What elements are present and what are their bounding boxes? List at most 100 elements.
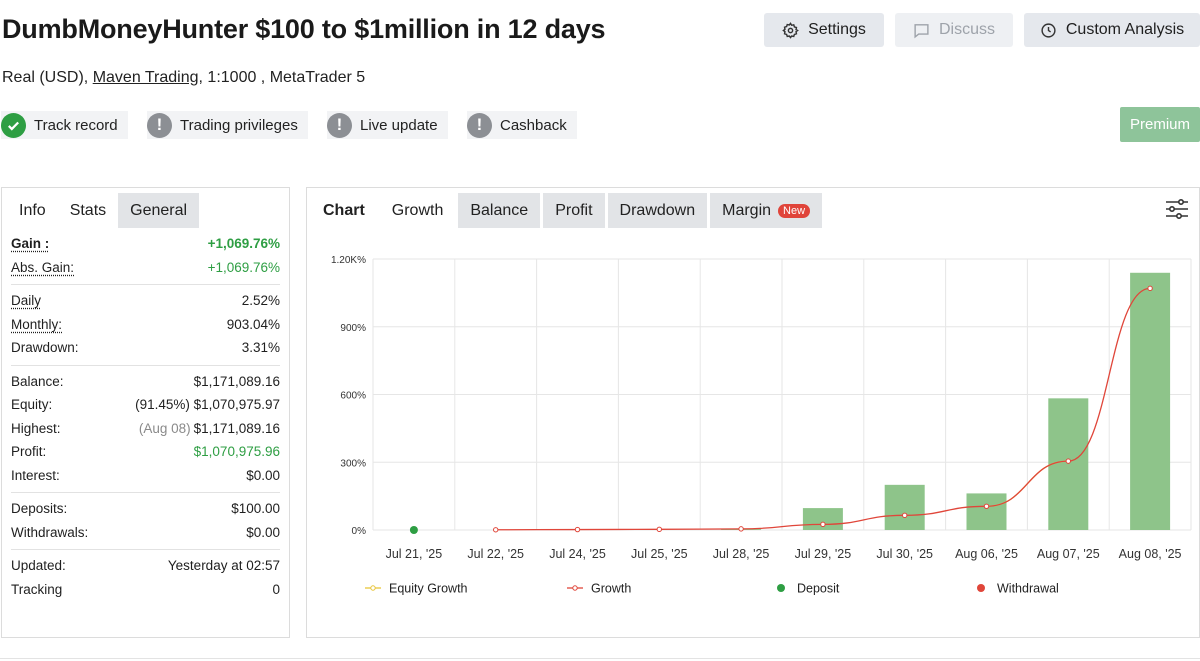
x-tick-label: Jul 30, '25 [876,547,933,561]
exclamation-icon: ! [327,112,352,138]
custom-analysis-button[interactable]: Custom Analysis [1024,13,1200,47]
x-tick-label: Jul 28, '25 [713,547,770,561]
tab-growth[interactable]: Growth [379,193,456,228]
y-tick-label: 300% [340,458,366,469]
y-tick-label: 0% [352,526,367,537]
tab-margin[interactable]: Margin New [710,193,823,228]
legend-marker [777,584,785,592]
legend-label: Deposit [797,582,840,596]
clock-icon [1041,22,1056,38]
deposit-group: Deposits: $100.00 Withdrawals: $0.00 [11,493,280,550]
x-tick-label: Aug 07, '25 [1037,547,1100,561]
exclamation-icon: ! [467,112,492,138]
new-badge: New [778,203,811,218]
drawdown-value: 3.31% [241,340,280,356]
tab-general[interactable]: General [118,193,200,228]
chart-bar [884,484,925,530]
stat-row: Gain : +1,069.76% [11,232,280,256]
badge-trading-privileges[interactable]: ! Trading privileges [147,111,308,139]
stat-row: Drawdown: 3.31% [11,336,280,360]
tab-profit[interactable]: Profit [543,193,605,228]
leverage-platform: , 1:1000 , MetaTrader 5 [198,69,366,86]
stats-panel: Info Stats General Gain : +1,069.76% Abs… [1,187,290,638]
tab-stats[interactable]: Stats [57,193,119,228]
balance-label: Balance: [11,373,64,389]
chart-settings-icon[interactable] [1165,198,1189,220]
growth-chart: 0% 300% 600% 900% 1.20K% Jul 21, '25 Jul 22, '… [331,255,1192,596]
stat-row: Abs. Gain: +1,069.76% [11,256,280,280]
badge-cashback[interactable]: ! Cashback [467,111,577,139]
tracking-value: 0 [272,581,280,597]
gain-value: +1,069.76% [207,236,280,252]
gain-group: Gain : +1,069.76% Abs. Gain: +1,069.76% [11,228,280,285]
chart-panel: Chart Growth Balance Profit Drawdown Mar… [306,187,1200,638]
margin-label: Margin [722,201,772,219]
balance-group: Balance: $1,171,089.16 Equity: (91.45%) … [11,366,280,493]
equity-value-wrap: (91.45%) $1,070,975.97 [135,397,280,412]
badge-label: Live update [360,116,438,134]
badge-track-record[interactable]: Track record [1,111,128,139]
stat-row: Withdrawals: $0.00 [11,521,280,545]
daily-label[interactable]: Daily [11,293,42,309]
stat-row: Monthly: 903.04% [11,313,280,337]
tracking-label: Tracking [11,581,63,597]
stat-row: Daily 2.52% [11,289,280,313]
discuss-button[interactable]: Discuss [895,13,1013,47]
tab-chart: Chart [311,193,377,228]
x-tick-label: Jul 22, '25 [467,547,524,561]
gear-icon [782,21,799,39]
deposits-value: $100.00 [231,501,280,517]
tab-drawdown[interactable]: Drawdown [607,193,708,228]
divider [0,658,1200,659]
x-tick-label: Jul 25, '25 [631,547,688,561]
chart-bar [966,493,1007,530]
rate-group: Daily 2.52% Monthly: 903.04% Drawdown: 3… [11,285,280,366]
chart-bar [1048,398,1089,530]
abs-gain-label[interactable]: Abs. Gain: [11,259,75,275]
profit-label: Profit: [11,444,47,460]
settings-button[interactable]: Settings [764,13,884,47]
stat-row: Equity: (91.45%) $1,070,975.97 [11,393,280,417]
badge-live-update[interactable]: ! Live update [327,111,448,139]
account-info: Real (USD), Maven Trading, 1:1000 , Meta… [2,69,365,87]
equity-value: $1,070,975.97 [193,397,280,413]
page-title: DumbMoneyHunter $100 to $1million in 12 … [2,14,606,44]
growth-point [1065,458,1071,464]
tab-balance[interactable]: Balance [458,193,541,228]
drawdown-label: Drawdown: [11,340,79,356]
growth-point [902,512,908,519]
update-group: Updated: Yesterday at 02:57 Tracking 0 [11,550,280,606]
growth-point [820,521,826,528]
y-tick-label: 600% [340,391,366,402]
chart-bar [1130,272,1171,530]
withdrawals-label: Withdrawals: [11,524,89,540]
stat-row: Profit: $1,070,975.96 [11,440,280,464]
stat-row: Highest: (Aug 08) $1,171,089.16 [11,417,280,441]
monthly-value: 903.04% [226,316,280,332]
profit-value: $1,070,975.96 [193,444,280,460]
x-tick-label: Aug 08, '25 [1119,547,1182,561]
broker-link[interactable]: Maven Trading [92,69,199,86]
legend-label: Equity Growth [389,582,468,596]
settings-label: Settings [808,21,866,38]
gain-label[interactable]: Gain : [11,236,50,252]
stat-row: Tracking 0 [11,578,280,602]
badge-label: Trading privileges [180,116,298,134]
highest-value-wrap: (Aug 08) $1,171,089.16 [139,421,280,436]
highest-date: (Aug 08) [138,420,191,436]
comment-icon [914,23,929,38]
legend-marker [977,584,985,592]
balance-value: $1,171,089.16 [193,373,280,389]
x-tick-label: Aug 06, '25 [955,547,1018,561]
updated-label: Updated: [11,558,66,574]
check-icon [1,112,26,138]
premium-button[interactable]: Premium [1120,107,1200,142]
growth-point [574,526,581,533]
legend-label: Withdrawal [997,582,1059,596]
monthly-label[interactable]: Monthly: [11,316,63,332]
highest-label: Highest: [11,420,61,436]
x-tick-label: Jul 24, '25 [549,547,606,561]
deposit-point [409,526,418,534]
abs-gain-value: +1,069.76% [207,259,280,275]
tab-info[interactable]: Info [7,193,58,228]
